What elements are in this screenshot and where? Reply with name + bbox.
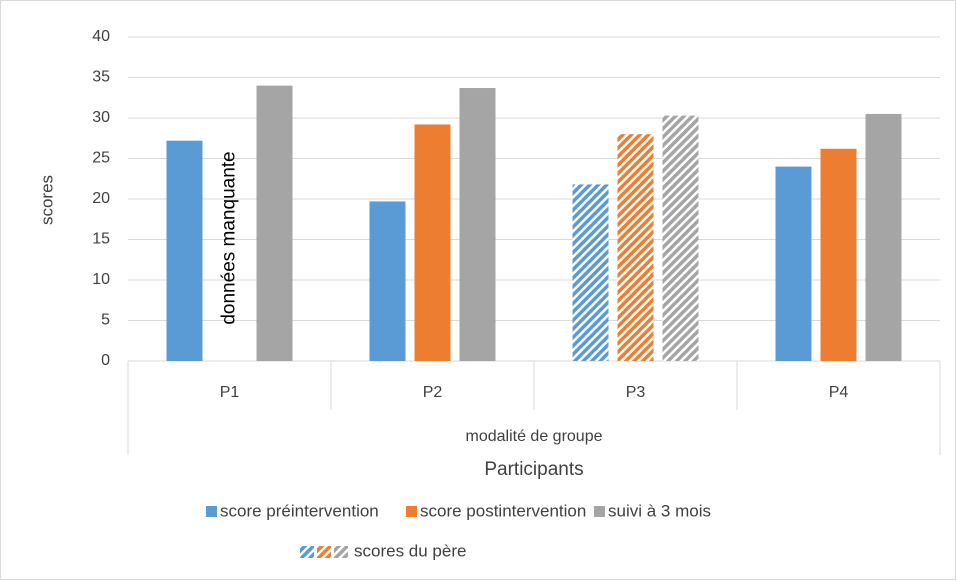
x-tick-label: P3 [626,384,646,401]
y-tick-label: 30 [92,109,110,126]
legend-hatch-label: scores du père [354,541,466,560]
bar [617,134,654,361]
category-group-label: modalité de groupe [466,428,603,445]
x-tick-label: P4 [829,384,849,401]
bar [459,88,496,361]
legend-hatch-swatch [300,546,314,558]
legend-hatch-swatch [334,546,348,558]
bar [775,166,812,361]
x-axis-title: Participants [484,459,583,480]
annotation: données manquante [219,151,240,324]
bar [166,140,203,361]
bar [865,113,902,361]
y-tick-label: 25 [92,150,110,167]
legend-hatch-swatch [317,546,331,558]
bar [572,184,609,361]
y-tick-label: 15 [92,231,110,248]
y-tick-label: 20 [92,190,110,207]
bar [414,124,451,361]
legend-label: score postintervention [420,501,586,520]
bar [662,115,699,361]
y-axis-title: scores [37,175,56,225]
legend-label: score préintervention [220,501,379,520]
bar [369,201,406,361]
legend-swatch [594,506,605,517]
x-tick-label: P2 [423,384,443,401]
legend-swatch [206,506,217,517]
y-tick-label: 0 [101,352,110,369]
y-tick-label: 10 [92,271,110,288]
legend-label: suivi à 3 mois [608,501,711,520]
y-tick-label: 5 [101,312,110,329]
bar [820,148,857,361]
legend-swatch [406,506,417,517]
x-tick-label: P1 [220,384,240,401]
bar [256,85,293,361]
y-tick-label: 40 [92,28,110,45]
y-tick-label: 35 [92,69,110,86]
